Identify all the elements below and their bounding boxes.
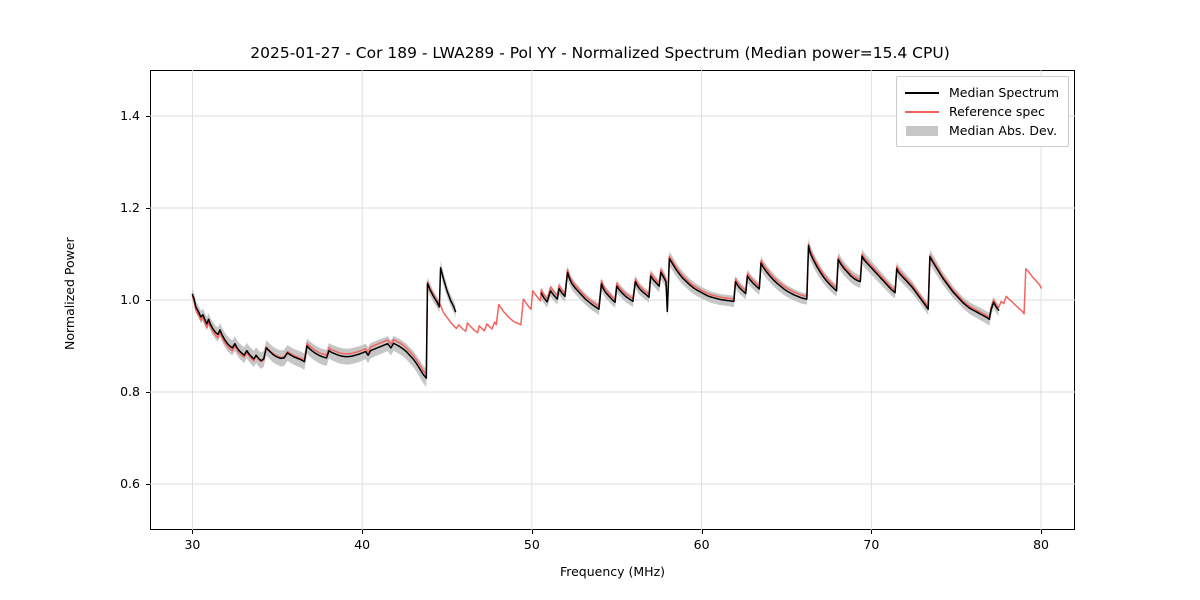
x-tick-mark [192,530,194,534]
x-tick-mark [531,530,533,534]
legend-label: Reference spec [948,104,1045,119]
mad-band [192,260,456,388]
legend-item: Reference spec [904,102,1059,121]
x-tick-label: 40 [354,537,371,552]
x-tick-mark [1041,530,1043,534]
median-spectrum-line [191,267,457,379]
legend-label: Median Abs. Dev. [948,123,1058,138]
legend-marker [905,126,938,136]
x-tick-label: 50 [523,537,540,552]
median-spectrum-line [540,244,1000,321]
legend: Median Spectrum Reference spec Median Abs.… [895,76,1069,147]
mad-band [541,237,999,326]
y-tick-mark [146,300,150,301]
legend-line-icon [904,86,939,99]
y-tick-label: 1.0 [120,292,140,307]
legend-item: Median Abs. Dev. [905,121,1059,140]
x-tick-mark [701,530,703,534]
legend-item: Median Spectrum [904,83,1059,102]
x-tick-label: 30 [184,537,201,552]
x-tick-mark [871,530,873,534]
y-tick-label: 0.6 [120,476,140,491]
x-tick-label: 60 [693,537,710,552]
x-axis-label: Frequency (MHz) [559,564,666,579]
y-tick-mark [146,484,150,485]
y-tick-label: 0.8 [120,384,140,399]
plot-area: Median Spectrum Reference spec Median Abs.… [150,70,1075,530]
data-layer [191,237,1042,388]
legend-patch-icon [905,124,939,137]
legend-label: Median Spectrum [948,85,1059,100]
y-tick-label: 1.2 [120,200,140,215]
x-tick-mark [362,530,364,534]
y-tick-mark [146,116,150,117]
x-tick-label: 70 [863,537,880,552]
y-tick-mark [146,392,150,393]
legend-marker [904,92,939,94]
y-tick-mark [146,208,150,209]
y-axis-label: Normalized Power [62,237,77,350]
y-tick-label: 1.4 [120,108,140,123]
legend-marker [904,111,939,113]
chart-title: 2025-01-27 - Cor 189 - LWA289 - Pol YY -… [250,44,950,62]
x-tick-label: 80 [1033,537,1049,552]
legend-line-icon [904,105,939,118]
